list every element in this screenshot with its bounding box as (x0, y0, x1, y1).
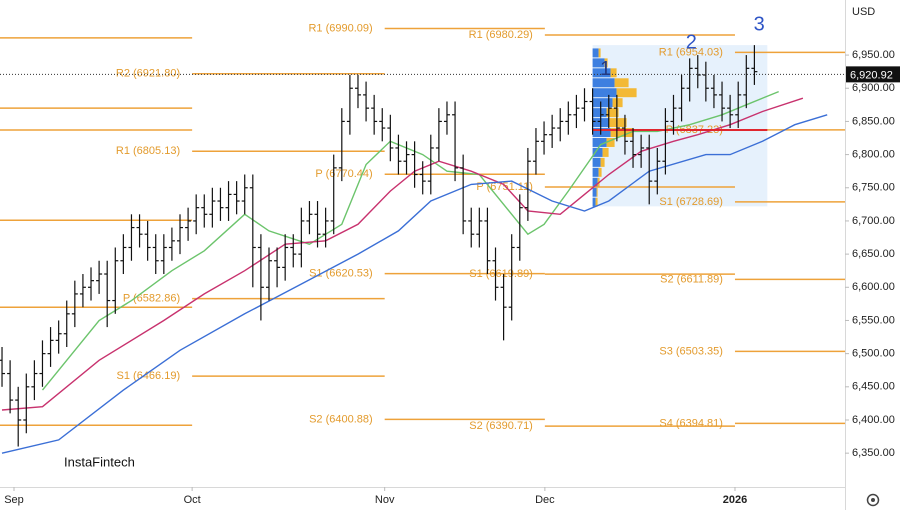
profile-buy (592, 138, 607, 147)
profile-sell (604, 58, 608, 68)
y-tick-label: 6,750.00 (852, 182, 895, 194)
profile-sell (596, 187, 598, 197)
profile-buy (592, 128, 611, 138)
y-tick-label: 6,450.00 (852, 381, 895, 393)
moving-average (41, 90, 779, 391)
pivot-label: P (6582.86) (123, 293, 180, 305)
y-tick-label: 6,850.00 (852, 115, 895, 127)
watermark: InstaFintech (64, 454, 135, 469)
pivot-label: S1 (6466.19) (117, 370, 181, 382)
profile-buy (592, 58, 605, 68)
pivot-label: R2 (6921.80) (116, 68, 180, 80)
profile-sell (614, 78, 629, 88)
profile-sell (602, 147, 609, 157)
profile-sell (612, 98, 623, 108)
profile-buy (592, 167, 599, 177)
pivot-label: R1 (6805.13) (116, 145, 180, 157)
profile-buy (592, 98, 613, 108)
pivot-label: S2 (6400.88) (309, 413, 373, 425)
profile-sell (606, 108, 619, 118)
plot-area: R2 (6921.80) R1 (6805.13) P (6582.86) S1 (6… (0, 13, 845, 454)
profile-sell (610, 128, 633, 138)
profile-sell (600, 157, 605, 167)
pivot-label: S2 (6611.89) (660, 273, 723, 285)
profile-buy (592, 147, 603, 157)
y-tick-label: 6,400.00 (852, 414, 895, 426)
wave-label: 3 (754, 13, 765, 35)
y-tick-label: 6,900.00 (852, 82, 895, 94)
currency: USD (852, 6, 875, 18)
pivot-label: P (6770.44) (315, 168, 372, 180)
y-tick-label: 6,650.00 (852, 248, 895, 260)
pivot-label: R1 (6980.29) (469, 29, 533, 41)
x-tick-label: Nov (375, 494, 395, 506)
profile-buy (592, 197, 596, 207)
x-tick-label: 2026 (723, 494, 747, 506)
profile-buy (592, 88, 617, 98)
y-tick-label: 6,600.00 (852, 281, 895, 293)
profile-sell (616, 88, 637, 98)
pivot-label: R1 (6990.09) (308, 22, 372, 34)
profile-buy (592, 68, 611, 78)
pivot-label: S3 (6503.35) (659, 345, 723, 357)
x-tick-label: Oct (184, 494, 201, 506)
profile-sell (598, 48, 601, 58)
profile-sell (608, 118, 627, 128)
profile-buy (592, 78, 615, 88)
y-tick-label: 6,550.00 (852, 314, 895, 326)
x-tick-label: Sep (4, 494, 24, 506)
watermark-box (58, 442, 136, 478)
profile-buy (592, 177, 598, 187)
profile-sell (598, 167, 602, 177)
profile-buy (592, 187, 597, 197)
pivot-label: S4 (6394.81) (659, 417, 723, 429)
pivot-label: S1 (6728.69) (659, 196, 723, 208)
profile-buy (592, 108, 607, 118)
y-tick-label: 6,700.00 (852, 215, 895, 227)
profile-sell (595, 197, 598, 207)
settings-icon[interactable] (866, 493, 880, 507)
pivot-label: S1 (6619.89) (469, 268, 533, 280)
moving-average (1, 114, 828, 454)
pivot-label: R1 (6954.03) (659, 46, 723, 58)
y-tick-label: 6,800.00 (852, 148, 895, 160)
last-price-label: 6,920.92 (850, 69, 893, 81)
last-price-box (846, 66, 900, 83)
y-tick-label: 6,500.00 (852, 348, 895, 360)
settings-dot[interactable] (871, 498, 875, 502)
y-tick-label: 6,950.00 (852, 49, 895, 61)
profile-sell (606, 138, 615, 147)
profile-buy (592, 157, 601, 167)
y-tick-label: 6,350.00 (852, 447, 895, 459)
wave-label: 1 (600, 58, 611, 80)
profile-buy (592, 48, 599, 58)
profile-sell (610, 68, 617, 78)
pivot-label: S2 (6390.71) (469, 420, 533, 432)
wave-label: 2 (686, 31, 697, 53)
pivot-label: S1 (6620.53) (309, 268, 373, 280)
x-tick-label: Dec (535, 494, 555, 506)
settings-ring[interactable] (866, 493, 880, 507)
